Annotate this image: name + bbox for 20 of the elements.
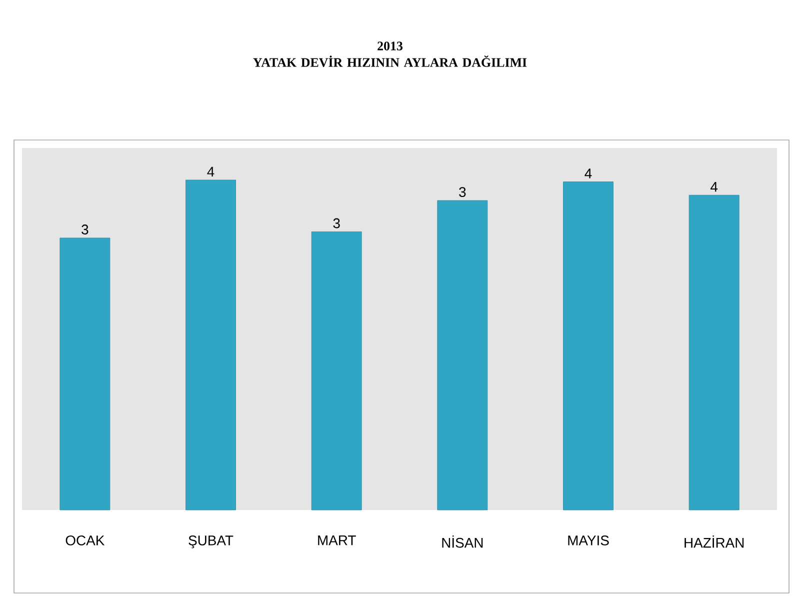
- bar: [437, 200, 488, 510]
- data-label: 4: [207, 166, 214, 176]
- data-label: 4: [584, 168, 592, 178]
- x-tick-label: ŞUBAT: [188, 535, 234, 548]
- x-tick-label: NİSAN: [442, 535, 483, 548]
- x-tick-label: OCAK: [66, 535, 105, 546]
- chart-subtitle: YATAK DEVİR HIZININ AYLARA DAĞILIMI: [253, 56, 527, 67]
- data-label: 3: [333, 218, 340, 228]
- bar: [60, 238, 110, 510]
- data-label: 3: [459, 187, 466, 197]
- x-tick-label: MAYIS: [568, 535, 609, 546]
- bar: [186, 180, 236, 510]
- bar: [563, 182, 614, 510]
- data-label: 4: [710, 182, 718, 192]
- data-label: 3: [82, 224, 88, 234]
- chart-title: 2013: [378, 42, 403, 50]
- bar: [311, 232, 362, 510]
- x-tick-label: MART: [318, 536, 356, 546]
- x-tick-label: HAZİRAN: [684, 535, 744, 548]
- bar: [688, 194, 740, 510]
